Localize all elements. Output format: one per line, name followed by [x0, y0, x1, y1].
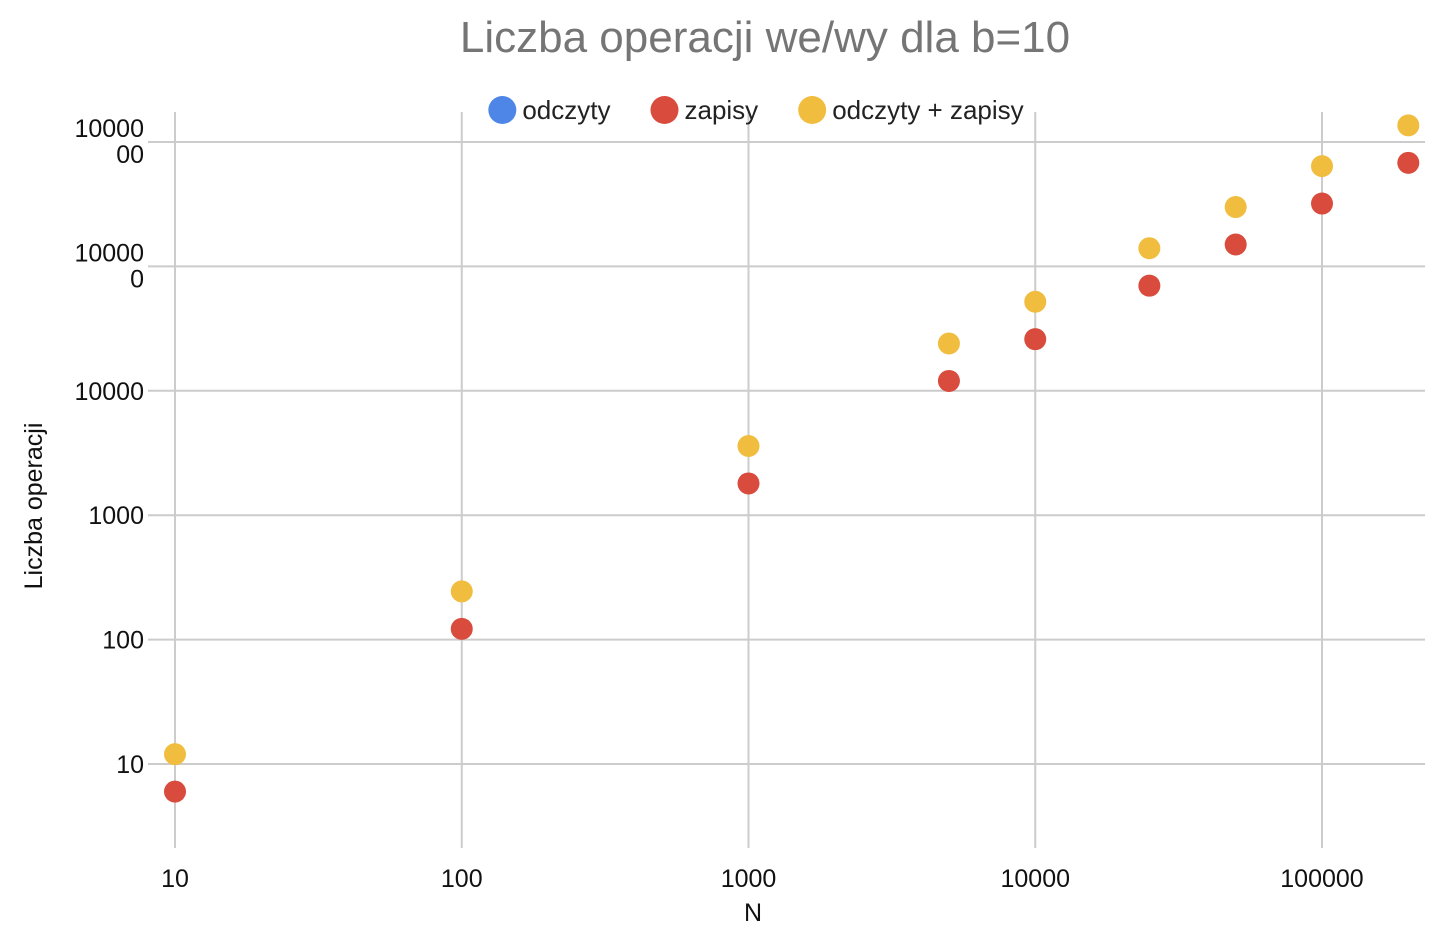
data-point — [1311, 192, 1333, 215]
chart-title: Liczba operacji we/wy dla b=10 — [460, 13, 1070, 62]
legend-marker — [650, 96, 679, 124]
data-point — [1224, 233, 1247, 256]
data-point — [1138, 237, 1161, 260]
data-point — [937, 369, 960, 392]
legend-item: odczyty + zapisy — [798, 95, 1024, 125]
x-tick-label: 1000 — [721, 865, 777, 893]
y-tick-label-line: 00 — [116, 141, 144, 169]
legend-label: odczyty — [522, 95, 610, 125]
legend-item: zapisy — [650, 95, 758, 125]
data-point — [737, 434, 760, 457]
x-tick-label: 100000 — [1280, 865, 1363, 893]
data-point — [1024, 328, 1047, 351]
data-point — [937, 332, 960, 355]
legend-label: odczyty + zapisy — [832, 95, 1023, 125]
data-point — [450, 580, 473, 603]
y-tick-label: 10000 0 — [74, 239, 144, 293]
data-point — [450, 617, 473, 640]
x-tick-label: 10000 — [1000, 865, 1070, 893]
y-tick-label: 10 — [116, 751, 144, 779]
data-point — [1224, 196, 1247, 219]
y-tick-label: 100 — [102, 627, 144, 655]
y-tick-label-line: 0 — [130, 265, 144, 293]
x-tick-label: 100 — [441, 865, 483, 893]
grid-layer — [148, 112, 1425, 848]
data-point — [1397, 151, 1420, 174]
y-tick-label: 10000 00 — [74, 115, 144, 169]
y-tick-label: 10000 — [74, 378, 144, 406]
data-point — [1311, 155, 1333, 178]
legend-marker — [488, 96, 517, 124]
x-axis-ticks: 10 100 1000 10000 100000 — [161, 865, 1364, 893]
y-tick-label: 1000 — [88, 502, 144, 530]
series-zapisy — [164, 151, 1420, 803]
data-point — [1024, 290, 1047, 313]
data-point — [1397, 114, 1420, 137]
y-tick-label-line: 10000 — [74, 115, 144, 143]
legend: odczyty zapisy odczyty + zapisy — [488, 95, 1024, 125]
legend-label: zapisy — [684, 95, 758, 125]
legend-item: odczyty — [488, 95, 610, 125]
x-tick-label: 10 — [161, 865, 189, 893]
series-odczyty-zapisy — [164, 114, 1420, 766]
data-point — [737, 472, 760, 495]
legend-marker — [798, 96, 827, 124]
data-points — [164, 114, 1420, 803]
x-axis-title: N — [744, 899, 762, 927]
y-axis-title: Liczba operacji — [20, 423, 48, 590]
data-point — [164, 780, 186, 803]
y-tick-label-line: 10000 — [74, 239, 144, 267]
data-point — [164, 743, 186, 766]
data-point — [1138, 274, 1161, 297]
